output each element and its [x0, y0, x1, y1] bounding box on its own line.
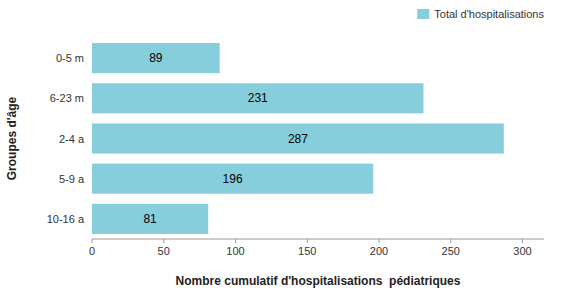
legend-swatch: [417, 9, 429, 19]
data-label: 81: [143, 212, 157, 226]
x-axis-title: Nombre cumulatif d'hospitalisations pédi…: [176, 274, 461, 288]
bar: [92, 83, 423, 113]
x-tick: [378, 239, 379, 243]
data-label: 287: [288, 132, 308, 146]
bar: [92, 43, 220, 73]
bar: [92, 123, 504, 153]
chart: 89 231 287 196 81 0 50 100 150 200 250 300 0-5 m 6-23…: [0, 0, 562, 295]
legend-label: Total d'hospitalisations: [434, 8, 544, 20]
x-tick-label: 300: [513, 245, 531, 257]
y-tick-label: 5-9 a: [59, 173, 85, 185]
chart-container: 89 231 287 196 81 0 50 100 150 200 250 300 0-5 m 6-23…: [0, 0, 562, 295]
x-tick-label: 50: [158, 245, 170, 257]
x-tick: [92, 239, 93, 243]
x-tick-label: 100: [226, 245, 244, 257]
bar: [92, 164, 373, 194]
y-tick-label: 0-5 m: [56, 52, 84, 64]
y-tick-label: 2-4 a: [59, 133, 85, 145]
x-tick: [235, 239, 236, 243]
y-axis-title: Groupes d'âge: [5, 96, 19, 180]
x-tick-label: 250: [442, 245, 460, 257]
data-label: 89: [149, 51, 163, 65]
data-labels: 89 231 287 196 81: [143, 51, 308, 226]
x-tick: [163, 239, 164, 243]
bar: [92, 204, 208, 234]
y-tick-label: 6-23 m: [50, 92, 84, 104]
x-tick-label: 0: [89, 245, 95, 257]
data-label: 196: [223, 172, 243, 186]
x-tick: [307, 239, 308, 243]
legend: Total d'hospitalisations: [417, 8, 544, 20]
x-axis-line: [92, 239, 544, 240]
x-tick-label: 150: [298, 245, 316, 257]
y-tick-label: 10-16 a: [47, 213, 85, 225]
x-tick: [522, 239, 523, 243]
x-tick: [450, 239, 451, 243]
data-label: 231: [248, 91, 268, 105]
x-tick-label: 200: [370, 245, 388, 257]
bars: [92, 43, 504, 234]
